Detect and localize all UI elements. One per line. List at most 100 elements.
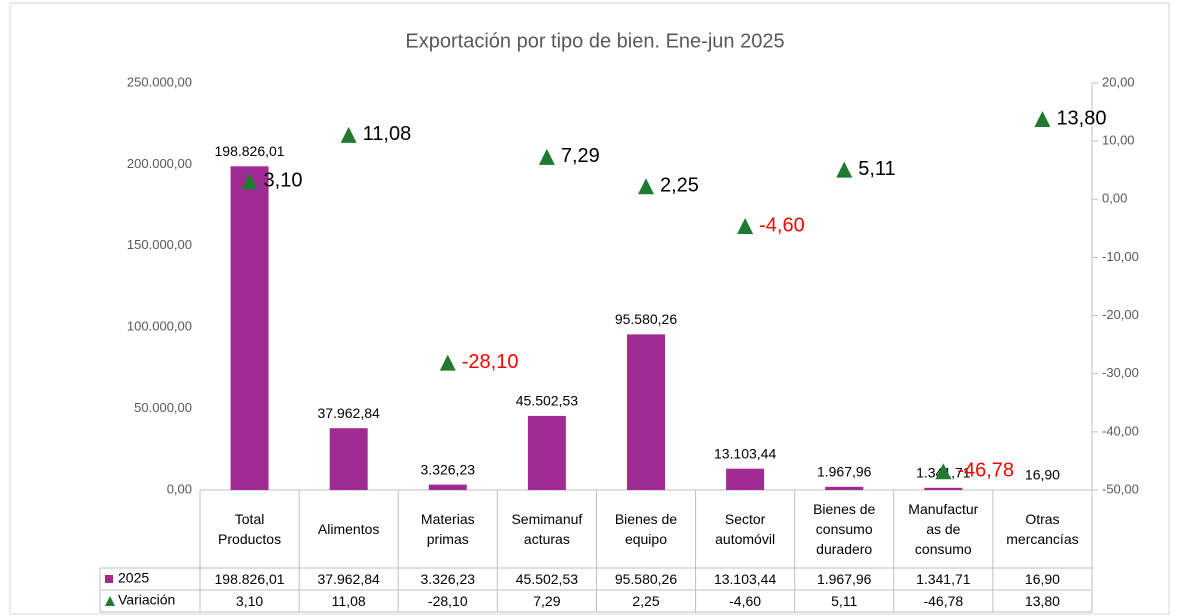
- bar-label: 37.962,84: [318, 405, 380, 421]
- bar: [230, 166, 269, 490]
- legend-label: 2025: [118, 570, 149, 586]
- bar: [924, 487, 963, 490]
- category-label: Bienes de consumo duradero: [813, 501, 876, 557]
- table-value: 13,80: [1024, 593, 1060, 609]
- legend-swatch: [105, 575, 113, 583]
- table-value-cell: -28,10: [427, 593, 468, 609]
- bar: [627, 334, 665, 490]
- table-value: 7,29: [533, 593, 561, 609]
- category-label-cell: Alimentos: [317, 521, 380, 537]
- table-value: 198.826,01: [214, 571, 285, 587]
- table-value-cell: 7,29: [533, 593, 561, 609]
- table-value: 3,10: [235, 593, 264, 609]
- y2-tick-label: 20,00: [1102, 74, 1135, 89]
- y2-tick-label: -50,00: [1102, 481, 1139, 496]
- table-value: 5,11: [831, 593, 858, 609]
- table-value-cell: 198.826,01: [214, 571, 285, 587]
- y2-tick-label: -40,00: [1102, 423, 1139, 438]
- table-value-cell: 5,11: [831, 593, 858, 609]
- table-value-cell: 16,90: [1024, 571, 1060, 587]
- bar-label: 3.326,23: [421, 461, 476, 477]
- marker: [241, 173, 258, 190]
- bar-label: 13.103,44: [714, 445, 776, 461]
- bar: [428, 484, 467, 490]
- category-label-cell: Bienes de consumo duradero: [813, 501, 876, 557]
- y2-tick-label: -20,00: [1102, 307, 1139, 322]
- table-value-cell: 45.502,53: [515, 571, 579, 587]
- marker: [836, 161, 853, 178]
- bar-label: 95.580,26: [615, 311, 677, 327]
- table-value: 95.580,26: [614, 571, 678, 587]
- category-label: Sector automóvil: [715, 511, 776, 547]
- category-label-cell: Sector automóvil: [715, 511, 776, 547]
- y-tick-label: 100.000,00: [127, 319, 192, 334]
- marker-label: -28,10: [462, 351, 519, 373]
- table-value-cell: 1.341,71: [916, 571, 971, 587]
- category-label: Manufactur as de consumo: [908, 501, 979, 557]
- table-value-cell: 95.580,26: [614, 571, 678, 587]
- marker-label: 3,10: [264, 170, 303, 192]
- legend-label: Variación: [118, 592, 175, 608]
- marker-label: -46,78: [957, 460, 1014, 482]
- category-label-cell: Materias primas: [420, 511, 475, 547]
- category-label-cell: Otras mercancías: [1006, 511, 1079, 547]
- category-label: Otras mercancías: [1006, 511, 1079, 547]
- marker-label: 2,25: [660, 174, 699, 196]
- legend-swatch: [105, 596, 115, 606]
- table-value-cell: -4,60: [729, 593, 762, 609]
- marker: [340, 126, 357, 143]
- table-value-cell: 13.103,44: [714, 571, 776, 587]
- marker: [737, 218, 754, 235]
- table-value: 1.341,71: [916, 571, 971, 587]
- y-tick-label: 150.000,00: [127, 237, 192, 252]
- table-value: 45.502,53: [515, 571, 579, 587]
- table-value-cell: 3,10: [235, 593, 264, 609]
- table-value-cell: 1.967,96: [816, 571, 872, 587]
- category-label: Alimentos: [317, 521, 380, 537]
- table-value: 16,90: [1024, 571, 1060, 587]
- category-label-cell: Semimanuf acturas: [511, 511, 582, 547]
- category-label: Materias primas: [420, 511, 475, 547]
- category-label-cell: Total Productos: [218, 511, 282, 547]
- marker-label: 5,11: [858, 158, 895, 180]
- marker-label: 13,80: [1056, 107, 1106, 129]
- marker-label: 11,08: [363, 123, 412, 145]
- category-label-cell: Manufactur as de consumo: [908, 501, 979, 557]
- category-label: Total Productos: [218, 511, 282, 547]
- table-value-cell: 3.326,23: [420, 571, 476, 587]
- bar-label: 16,90: [1025, 467, 1060, 483]
- y2-tick-label: -30,00: [1102, 365, 1139, 380]
- table-value: -46,78: [923, 593, 964, 609]
- chart-title: Exportación por tipo de bien. Ene-jun 20…: [405, 30, 784, 52]
- marker-label: -4,60: [759, 214, 805, 236]
- marker: [538, 148, 555, 165]
- y-tick-label: 0,00: [167, 481, 192, 496]
- table-value-cell: 11,08: [331, 593, 366, 609]
- y-tick-label: 250.000,00: [127, 74, 192, 89]
- y2-tick-label: 0,00: [1102, 191, 1127, 206]
- table-value-cell: -46,78: [923, 593, 964, 609]
- table-value-cell: 13,80: [1024, 593, 1060, 609]
- bar-label: 45.502,53: [516, 393, 578, 409]
- table-value: 3.326,23: [420, 571, 476, 587]
- bar: [726, 468, 765, 490]
- table-value-cell: 37.962,84: [317, 571, 380, 587]
- marker: [439, 354, 456, 371]
- bar-label: 1.967,96: [817, 463, 872, 479]
- table-value: 1.967,96: [816, 571, 872, 587]
- y-tick-label: 50.000,00: [134, 400, 192, 415]
- marker-label: 7,29: [561, 145, 600, 167]
- table-value: -4,60: [729, 593, 762, 609]
- category-label: Bienes de equipo: [614, 511, 678, 547]
- y-tick-label: 200.000,00: [127, 156, 192, 171]
- y2-tick-label: 10,00: [1102, 133, 1135, 148]
- table-value: 11,08: [331, 593, 366, 609]
- marker: [935, 463, 952, 480]
- bar: [825, 486, 864, 490]
- table-value: 37.962,84: [317, 571, 380, 587]
- marker: [638, 178, 654, 195]
- table-value: -28,10: [427, 593, 468, 609]
- y2-tick-label: -10,00: [1102, 249, 1139, 264]
- bar-label: 198.826,01: [215, 143, 285, 159]
